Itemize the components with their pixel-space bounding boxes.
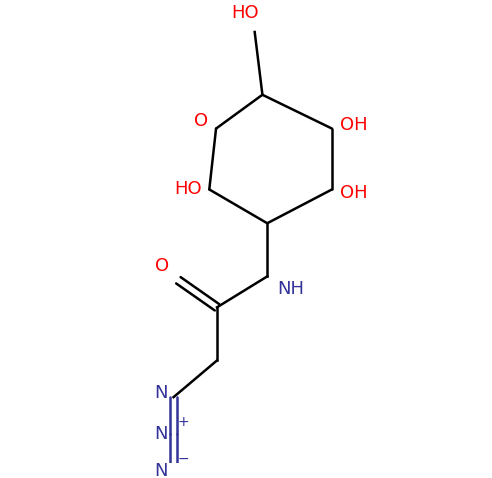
Text: HO: HO [231, 4, 259, 22]
Text: N: N [154, 384, 168, 402]
Text: N: N [154, 425, 168, 443]
Text: OH: OH [339, 116, 368, 134]
Text: N: N [154, 462, 168, 478]
Text: O: O [154, 258, 169, 275]
Text: +: + [178, 415, 189, 429]
Text: O: O [194, 112, 208, 130]
Text: OH: OH [339, 185, 368, 202]
Text: HO: HO [174, 180, 202, 198]
Text: NH: NH [277, 280, 304, 298]
Text: −: − [178, 452, 189, 466]
